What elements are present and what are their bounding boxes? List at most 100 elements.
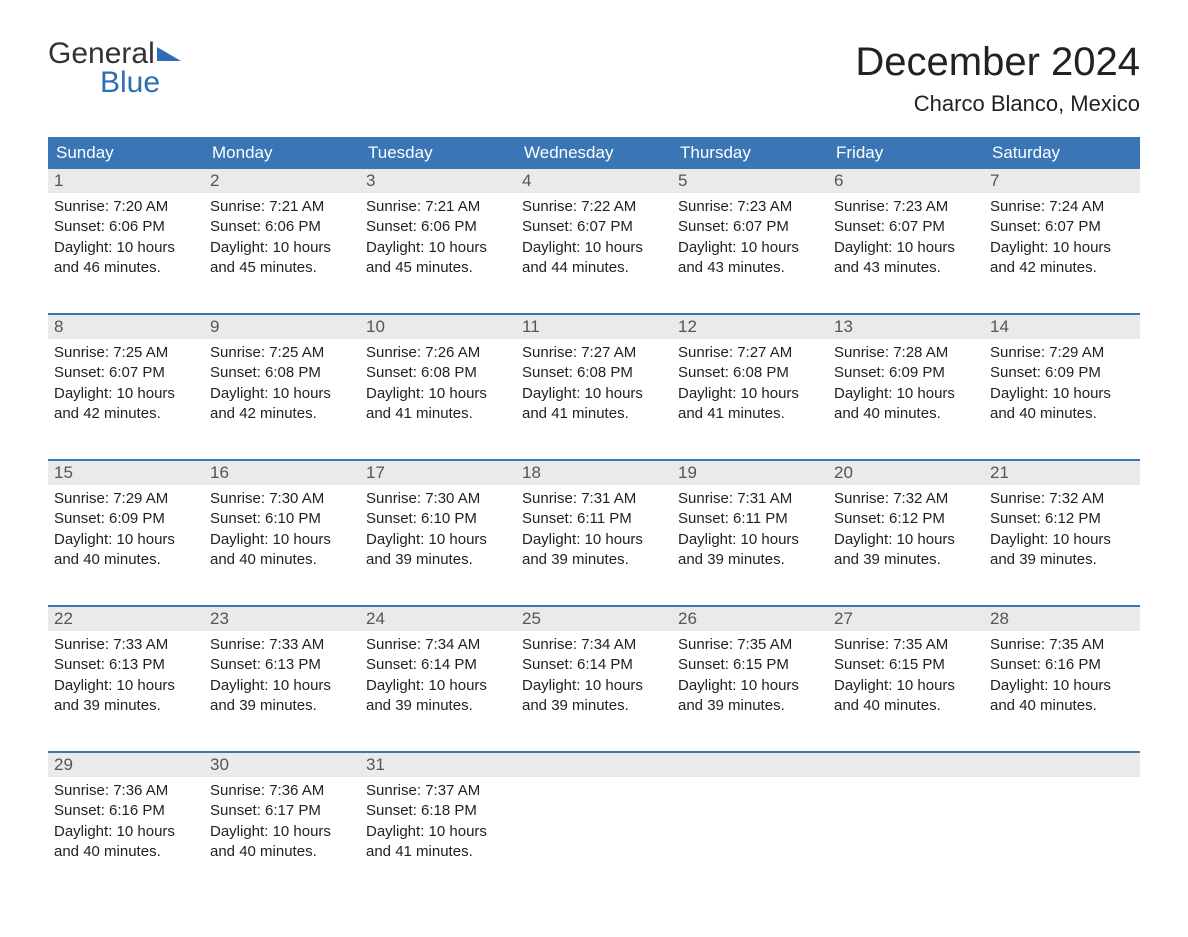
day-number: 2 [204, 169, 360, 193]
dayhead-tuesday: Tuesday [360, 137, 516, 169]
daylight-line: Daylight: 10 hours and 44 minutes. [522, 238, 666, 279]
day-cell: 9Sunrise: 7:25 AMSunset: 6:08 PMDaylight… [204, 315, 360, 435]
day-cell: 16Sunrise: 7:30 AMSunset: 6:10 PMDayligh… [204, 461, 360, 581]
daylight-line: Daylight: 10 hours and 45 minutes. [210, 238, 354, 279]
day-cell [516, 753, 672, 873]
daylight-line: Daylight: 10 hours and 40 minutes. [834, 676, 978, 717]
day-body: Sunrise: 7:27 AMSunset: 6:08 PMDaylight:… [516, 339, 672, 428]
sunset-line: Sunset: 6:16 PM [54, 801, 198, 821]
day-body: Sunrise: 7:26 AMSunset: 6:08 PMDaylight:… [360, 339, 516, 428]
daylight-line: Daylight: 10 hours and 39 minutes. [522, 676, 666, 717]
day-body: Sunrise: 7:34 AMSunset: 6:14 PMDaylight:… [360, 631, 516, 720]
day-number: 8 [48, 315, 204, 339]
sunset-line: Sunset: 6:17 PM [210, 801, 354, 821]
sunrise-line: Sunrise: 7:35 AM [990, 635, 1134, 655]
day-body: Sunrise: 7:35 AMSunset: 6:16 PMDaylight:… [984, 631, 1140, 720]
sunset-line: Sunset: 6:12 PM [990, 509, 1134, 529]
day-body: Sunrise: 7:21 AMSunset: 6:06 PMDaylight:… [360, 193, 516, 282]
day-cell: 10Sunrise: 7:26 AMSunset: 6:08 PMDayligh… [360, 315, 516, 435]
day-cell: 2Sunrise: 7:21 AMSunset: 6:06 PMDaylight… [204, 169, 360, 289]
sunset-line: Sunset: 6:10 PM [210, 509, 354, 529]
day-number: 12 [672, 315, 828, 339]
day-cell: 29Sunrise: 7:36 AMSunset: 6:16 PMDayligh… [48, 753, 204, 873]
day-cell: 23Sunrise: 7:33 AMSunset: 6:13 PMDayligh… [204, 607, 360, 727]
day-body: Sunrise: 7:29 AMSunset: 6:09 PMDaylight:… [984, 339, 1140, 428]
sunrise-line: Sunrise: 7:31 AM [522, 489, 666, 509]
week-row: 8Sunrise: 7:25 AMSunset: 6:07 PMDaylight… [48, 313, 1140, 435]
day-body: Sunrise: 7:23 AMSunset: 6:07 PMDaylight:… [828, 193, 984, 282]
day-cell: 6Sunrise: 7:23 AMSunset: 6:07 PMDaylight… [828, 169, 984, 289]
logo-line2: Blue [48, 69, 183, 98]
sunrise-line: Sunrise: 7:26 AM [366, 343, 510, 363]
sunrise-line: Sunrise: 7:27 AM [522, 343, 666, 363]
daylight-line: Daylight: 10 hours and 43 minutes. [678, 238, 822, 279]
week-row: 1Sunrise: 7:20 AMSunset: 6:06 PMDaylight… [48, 169, 1140, 289]
day-cell: 21 Sunrise: 7:32 AMSunset: 6:12 PMDayligh… [984, 461, 1140, 581]
day-number [828, 753, 984, 777]
daylight-line: Daylight: 10 hours and 41 minutes. [366, 822, 510, 863]
sunrise-line: Sunrise: 7:33 AM [210, 635, 354, 655]
sunrise-line: Sunrise: 7:33 AM [54, 635, 198, 655]
day-cell [828, 753, 984, 873]
daylight-line: Daylight: 10 hours and 41 minutes. [366, 384, 510, 425]
day-body: Sunrise: 7:27 AMSunset: 6:08 PMDaylight:… [672, 339, 828, 428]
dayhead-sunday: Sunday [48, 137, 204, 169]
day-number: 21 [984, 461, 1140, 485]
sunset-line: Sunset: 6:13 PM [210, 655, 354, 675]
sunrise-line: Sunrise: 7:29 AM [54, 489, 198, 509]
day-number: 13 [828, 315, 984, 339]
day-number: 30 [204, 753, 360, 777]
daylight-line: Daylight: 10 hours and 41 minutes. [678, 384, 822, 425]
day-number: 14 [984, 315, 1140, 339]
logo: General Blue [48, 40, 183, 97]
sunrise-line: Sunrise: 7:32 AM [990, 489, 1134, 509]
sunrise-line: Sunrise: 7:20 AM [54, 197, 198, 217]
day-cell [672, 753, 828, 873]
sunset-line: Sunset: 6:18 PM [366, 801, 510, 821]
sunrise-line: Sunrise: 7:30 AM [210, 489, 354, 509]
day-body: Sunrise: 7:24 AMSunset: 6:07 PMDaylight:… [984, 193, 1140, 282]
title-block: December 2024 Charco Blanco, Mexico [855, 40, 1140, 117]
sunset-line: Sunset: 6:07 PM [834, 217, 978, 237]
day-body: Sunrise: 7:28 AMSunset: 6:09 PMDaylight:… [828, 339, 984, 428]
day-cell: 18Sunrise: 7:31 AMSunset: 6:11 PMDayligh… [516, 461, 672, 581]
day-number [672, 753, 828, 777]
day-cell: 13Sunrise: 7:28 AMSunset: 6:09 PMDayligh… [828, 315, 984, 435]
daylight-line: Daylight: 10 hours and 40 minutes. [990, 676, 1134, 717]
daylight-line: Daylight: 10 hours and 40 minutes. [990, 384, 1134, 425]
sunset-line: Sunset: 6:07 PM [522, 217, 666, 237]
day-number: 11 [516, 315, 672, 339]
day-number: 18 [516, 461, 672, 485]
daylight-line: Daylight: 10 hours and 40 minutes. [54, 530, 198, 571]
day-number: 22 [48, 607, 204, 631]
day-cell: 22 Sunrise: 7:33 AMSunset: 6:13 PMDayligh… [48, 607, 204, 727]
day-body: Sunrise: 7:21 AMSunset: 6:06 PMDaylight:… [204, 193, 360, 282]
day-body: Sunrise: 7:20 AMSunset: 6:06 PMDaylight:… [48, 193, 204, 282]
day-number: 29 [48, 753, 204, 777]
day-number: 19 [672, 461, 828, 485]
daylight-line: Daylight: 10 hours and 39 minutes. [366, 530, 510, 571]
daylight-line: Daylight: 10 hours and 39 minutes. [678, 676, 822, 717]
sunrise-line: Sunrise: 7:34 AM [366, 635, 510, 655]
sunset-line: Sunset: 6:13 PM [54, 655, 198, 675]
day-cell: 26Sunrise: 7:35 AMSunset: 6:15 PMDayligh… [672, 607, 828, 727]
day-body [828, 777, 984, 785]
day-cell: 5Sunrise: 7:23 AMSunset: 6:07 PMDaylight… [672, 169, 828, 289]
sunrise-line: Sunrise: 7:32 AM [834, 489, 978, 509]
sunrise-line: Sunrise: 7:31 AM [678, 489, 822, 509]
day-cell: 28Sunrise: 7:35 AMSunset: 6:16 PMDayligh… [984, 607, 1140, 727]
day-body: Sunrise: 7:37 AMSunset: 6:18 PMDaylight:… [360, 777, 516, 866]
day-body: Sunrise: 7:25 AMSunset: 6:08 PMDaylight:… [204, 339, 360, 428]
day-cell: 31Sunrise: 7:37 AMSunset: 6:18 PMDayligh… [360, 753, 516, 873]
logo-word2: Blue [100, 66, 160, 99]
sunrise-line: Sunrise: 7:30 AM [366, 489, 510, 509]
day-cell: 17Sunrise: 7:30 AMSunset: 6:10 PMDayligh… [360, 461, 516, 581]
day-body [516, 777, 672, 785]
week-row: 29Sunrise: 7:36 AMSunset: 6:16 PMDayligh… [48, 751, 1140, 873]
daylight-line: Daylight: 10 hours and 39 minutes. [54, 676, 198, 717]
sunrise-line: Sunrise: 7:21 AM [366, 197, 510, 217]
daylight-line: Daylight: 10 hours and 39 minutes. [990, 530, 1134, 571]
sunset-line: Sunset: 6:11 PM [522, 509, 666, 529]
day-body: Sunrise: 7:36 AMSunset: 6:16 PMDaylight:… [48, 777, 204, 866]
sunrise-line: Sunrise: 7:35 AM [678, 635, 822, 655]
